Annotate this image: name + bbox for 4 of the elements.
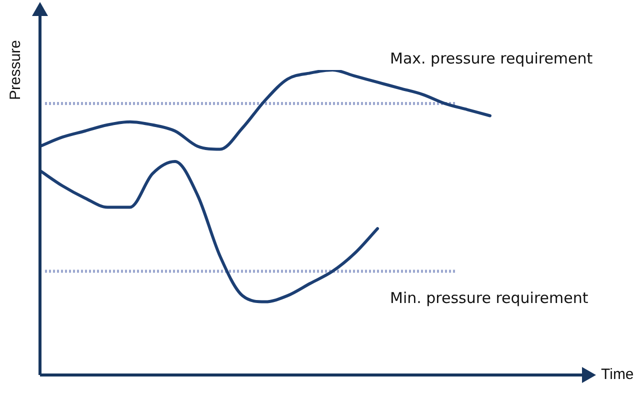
x-axis-title: Time xyxy=(601,366,634,384)
ref-line-label: Max. pressure requirement xyxy=(390,49,593,68)
y-axis-title: Pressure xyxy=(7,40,24,100)
ref-line-label: Min. pressure requirement xyxy=(390,289,588,308)
